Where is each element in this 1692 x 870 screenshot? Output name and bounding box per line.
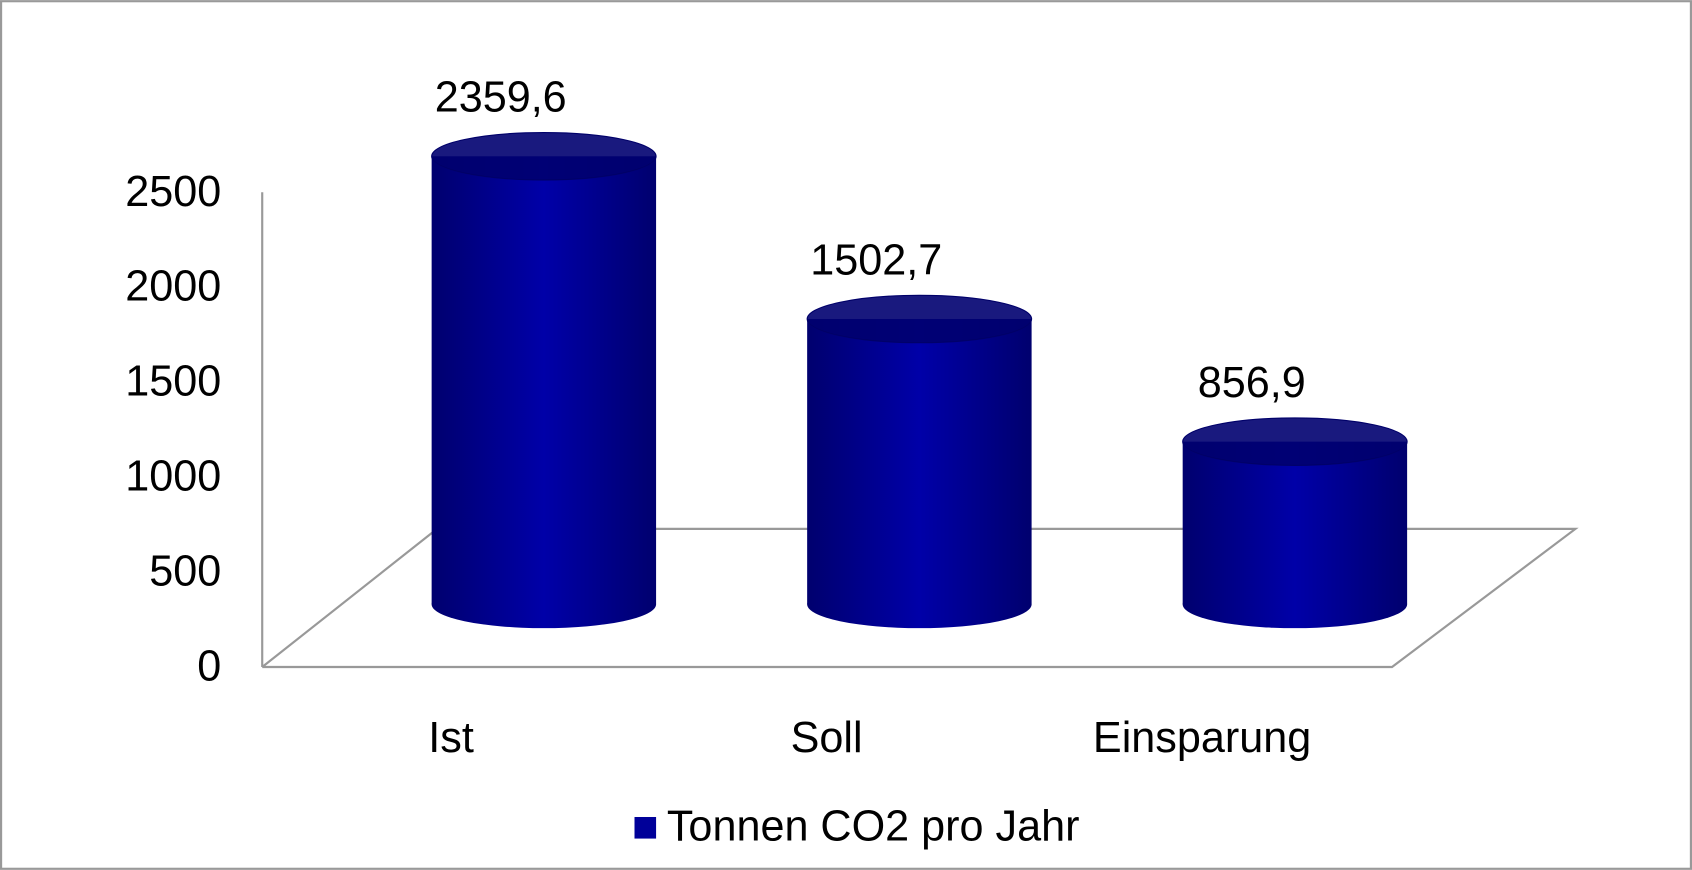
y-tick-label: 1000 [125,453,221,501]
bar [1182,441,1408,605]
legend-swatch [634,816,657,839]
data-label: 856,9 [1198,359,1306,407]
cylinder-top-shade [807,295,1032,343]
cylinder-top-shade [431,132,657,181]
axes-frame [261,192,1579,669]
x-tick-label: Soll [791,714,863,762]
bar [431,156,657,605]
x-tick-label: Einsparung [1093,714,1311,762]
x-tick-label: Ist [428,714,474,762]
legend-label: Tonnen CO2 pro Jahr [667,802,1080,850]
bar [807,319,1032,605]
y-tick-label: 0 [197,643,221,691]
y-tick-label: 2000 [125,263,221,311]
cylinder-top-shade [1182,417,1408,466]
data-label: 2359,6 [435,74,567,122]
data-label: 1502,7 [810,236,942,284]
y-tick-label: 1500 [125,358,221,406]
y-tick-label: 2500 [125,168,221,216]
y-tick-label: 500 [149,548,221,596]
